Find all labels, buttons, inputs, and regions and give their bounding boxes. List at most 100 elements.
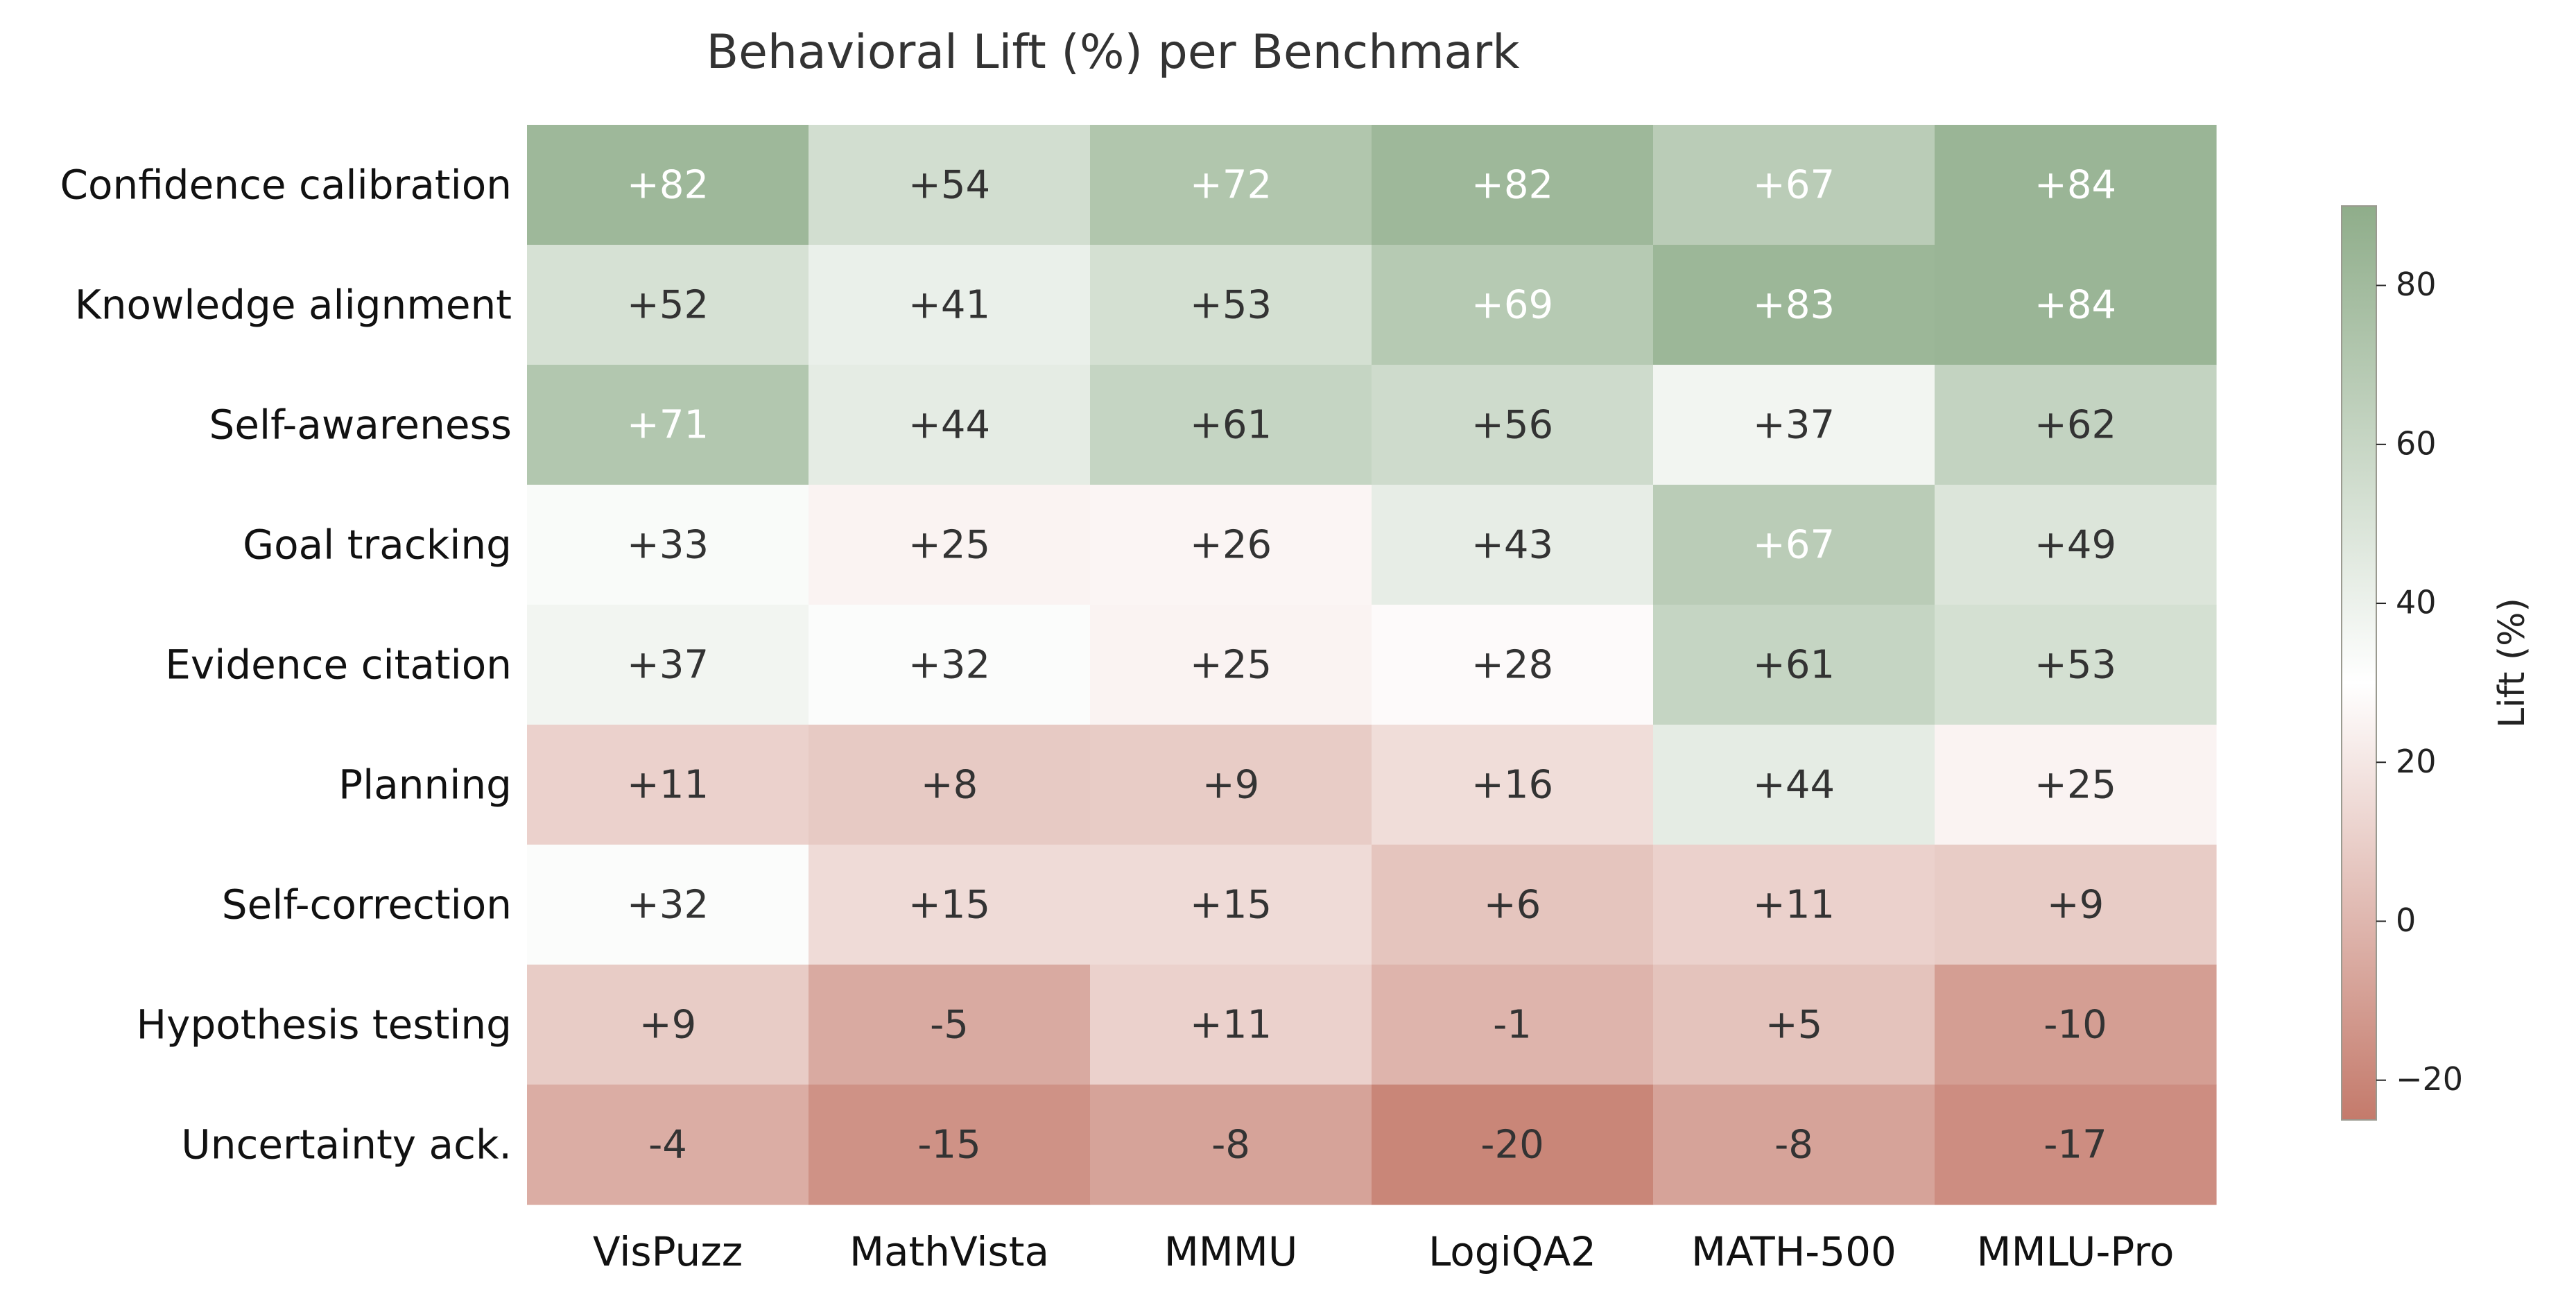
- colorbar-gradient: [2341, 205, 2377, 1121]
- row-label: Knowledge alignment: [75, 282, 512, 329]
- colorbar-tick-label: 0: [2396, 901, 2416, 939]
- colorbar-tick-label: 60: [2396, 424, 2437, 462]
- cell-value-label: +43: [1471, 523, 1553, 568]
- heatmap-cell: [1935, 965, 2217, 1085]
- heatmap-cell: [1090, 365, 1372, 485]
- heatmap-cell: [809, 485, 1091, 605]
- cell-value-label: +83: [1753, 283, 1835, 328]
- heatmap-cell: [1372, 725, 1654, 845]
- cell-value-label: +25: [2034, 763, 2116, 808]
- colorbar-ticks: 80 60 40 20 0 −20: [2376, 266, 2463, 1098]
- heatmap-cell: [1653, 605, 1935, 725]
- cell-value-label: +61: [1753, 643, 1835, 688]
- colorbar: 80 60 40 20 0 −20 Lift (%): [2341, 205, 2533, 1121]
- heatmap-cell: [1653, 965, 1935, 1085]
- heatmap-cell: [809, 125, 1091, 245]
- heatmap-cell: [1090, 125, 1372, 245]
- cell-value-label: +62: [2034, 403, 2116, 448]
- column-label: VisPuzz: [593, 1228, 743, 1275]
- cell-value-label: +9: [2047, 883, 2104, 928]
- cell-value-label: +67: [1753, 523, 1835, 568]
- cell-value-label: +52: [627, 283, 709, 328]
- cell-value-label: -4: [648, 1123, 687, 1168]
- cell-value-label: +84: [2034, 163, 2116, 208]
- heatmap-cell: [1372, 125, 1654, 245]
- cell-value-label: +84: [2034, 283, 2116, 328]
- heatmap-cell: [1935, 245, 2217, 365]
- cell-value-label: +16: [1471, 763, 1553, 808]
- cell-value-label: +53: [1190, 283, 1272, 328]
- cell-value-label: +71: [627, 403, 709, 448]
- cell-value-label: +44: [908, 403, 990, 448]
- cell-value-label: +9: [1202, 763, 1260, 808]
- column-label: MATH-500: [1691, 1228, 1896, 1275]
- heatmap-cell: [1653, 1085, 1935, 1205]
- column-label: LogiQA2: [1428, 1228, 1596, 1275]
- heatmap-cell: [1372, 605, 1654, 725]
- cell-value-label: +6: [1484, 883, 1541, 928]
- cell-value-label: -5: [930, 1003, 969, 1048]
- cell-value-label: +25: [1190, 643, 1272, 688]
- cell-value-label: +11: [1753, 883, 1835, 928]
- heatmap-cell: [527, 845, 809, 965]
- heatmap-cell: [809, 965, 1091, 1085]
- row-label: Self-correction: [222, 881, 512, 929]
- cell-value-label: +82: [627, 163, 709, 208]
- row-labels: Confidence calibration Knowledge alignmen…: [60, 162, 512, 1168]
- cell-value-label: +56: [1471, 403, 1553, 448]
- heatmap-cell: [809, 365, 1091, 485]
- heatmap-cell: [1653, 245, 1935, 365]
- column-labels: VisPuzz MathVista MMMU LogiQA2 MATH-500 MMLU-…: [593, 1228, 2175, 1275]
- heatmap-cell: [1653, 125, 1935, 245]
- heatmap-cell: [1372, 965, 1654, 1085]
- cell-value-label: +25: [908, 523, 990, 568]
- heatmap-cell: [809, 245, 1091, 365]
- cell-value-label: +9: [639, 1003, 697, 1048]
- cell-value-label: +49: [2034, 523, 2116, 568]
- cell-value-label: -17: [2043, 1123, 2107, 1168]
- heatmap-cell: [1935, 845, 2217, 965]
- chart-title: Behavioral Lift (%) per Benchmark: [706, 25, 1520, 80]
- row-label: Planning: [338, 761, 512, 809]
- cell-value-label: +8: [921, 763, 978, 808]
- cell-value-label: -15: [917, 1123, 980, 1168]
- heatmap-cell: [1935, 605, 2217, 725]
- heatmap-cell: [1372, 485, 1654, 605]
- cell-value-label: +61: [1190, 403, 1272, 448]
- heatmap-cell: [527, 725, 809, 845]
- row-label: Confidence calibration: [60, 162, 512, 209]
- heatmap-cell: [1935, 125, 2217, 245]
- heatmap-cell: [527, 605, 809, 725]
- heatmap-cell: [1935, 1085, 2217, 1205]
- row-label: Uncertainty ack.: [181, 1121, 512, 1168]
- heatmap-cell: [1653, 485, 1935, 605]
- cell-value-label: +53: [2034, 643, 2116, 688]
- heatmap-cell: [1372, 1085, 1654, 1205]
- cell-value-label: -1: [1493, 1003, 1532, 1048]
- cell-value-label: -8: [1774, 1123, 1813, 1168]
- cell-value-label: -8: [1211, 1123, 1250, 1168]
- cell-value-label: +82: [1471, 163, 1553, 208]
- colorbar-tick-label: 20: [2396, 743, 2437, 780]
- heatmap-cell: [1090, 965, 1372, 1085]
- heatmap-cell: [1090, 1085, 1372, 1205]
- heatmap-cell: [1090, 485, 1372, 605]
- heatmap-cell: [527, 1085, 809, 1205]
- row-label: Evidence citation: [165, 641, 512, 689]
- cell-value-label: +26: [1190, 523, 1272, 568]
- heatmap-cell: [1935, 485, 2217, 605]
- heatmap-cell: [1653, 365, 1935, 485]
- heatmap-cell: [527, 485, 809, 605]
- column-label: MMMU: [1164, 1228, 1298, 1275]
- cell-value-label: +44: [1753, 763, 1835, 808]
- column-label: MMLU-Pro: [1977, 1228, 2175, 1275]
- cell-value-label: +37: [1753, 403, 1835, 448]
- cell-value-label: +37: [627, 643, 709, 688]
- heatmap-cell: [1372, 845, 1654, 965]
- heatmap-cells: +82 +54 +72 +82 +67 +84 +52 +41 +53 +69 +83 +84 +71 +…: [527, 125, 2217, 1205]
- row-label: Hypothesis testing: [137, 1001, 512, 1049]
- heatmap-cell: [1372, 365, 1654, 485]
- column-label: MathVista: [849, 1228, 1049, 1275]
- cell-value-label: +11: [627, 763, 709, 808]
